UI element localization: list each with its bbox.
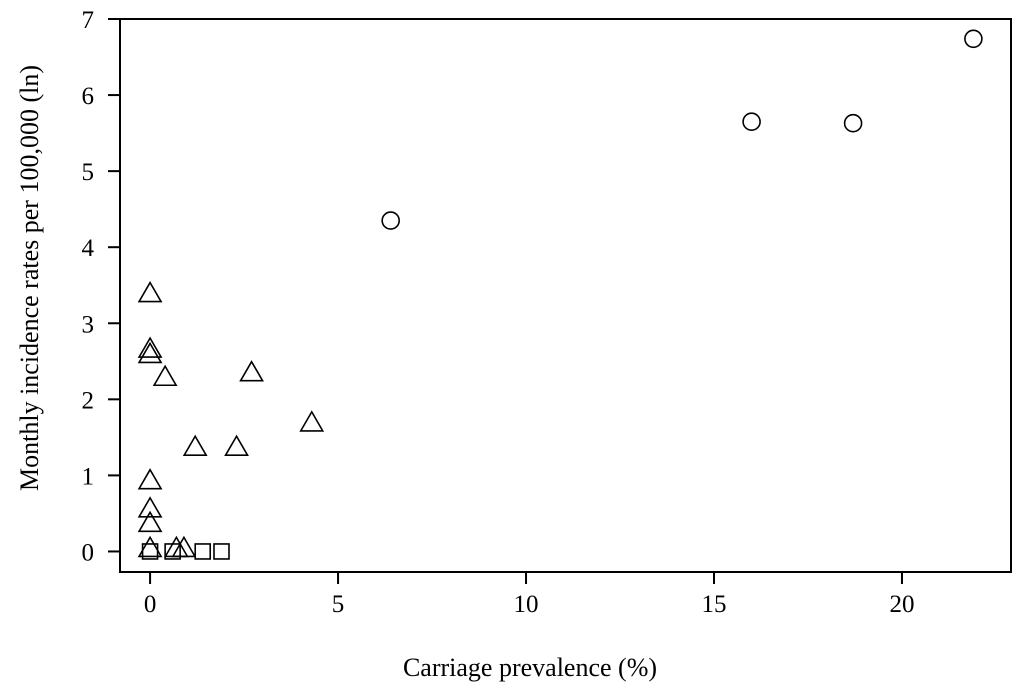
circle-point-2: [843, 113, 863, 133]
circle-point-0: [381, 211, 400, 230]
y-tick-label-7: 7: [82, 7, 95, 34]
triangle-point-0: [137, 280, 163, 303]
x-tick-label-0: 0: [144, 591, 157, 618]
triangle-point-11: [137, 535, 163, 558]
circle-point-3: [964, 29, 983, 49]
x-tick-label-3: 15: [702, 591, 727, 618]
y-tick-label-5: 5: [82, 159, 95, 186]
data-points: [137, 29, 983, 560]
triangle-point-7: [224, 434, 249, 457]
y-tick-label-3: 3: [82, 311, 95, 338]
x-tick-label-2: 10: [514, 591, 539, 618]
triangle-point-12: [164, 535, 189, 558]
y-tick-label-4: 4: [82, 235, 95, 262]
triangle-point-1: [137, 336, 163, 358]
y-axis: 0 1 2 3 4 5 6 7: [82, 7, 120, 566]
y-tick-label-0: 0: [82, 539, 95, 566]
triangle-point-8: [137, 468, 163, 490]
triangle-point-5: [299, 410, 325, 432]
circle-point-1: [742, 112, 761, 131]
y-tick-label-2: 2: [82, 387, 95, 414]
triangle-point-2: [137, 341, 163, 364]
x-axis: 0 5 10 15 20: [144, 572, 914, 618]
x-axis-title: Carriage prevalence (%): [403, 653, 657, 682]
square-point-0: [141, 543, 159, 560]
y-tick-label-6: 6: [82, 83, 95, 110]
triangle-point-4: [239, 360, 264, 382]
triangle-point-9: [137, 496, 163, 518]
x-tick-label-1: 5: [332, 591, 345, 618]
square-point-1: [164, 543, 181, 560]
triangle-point-13: [171, 535, 197, 558]
triangle-point-6: [182, 434, 208, 457]
plot-frame: [119, 18, 1012, 573]
y-axis-title: Monthly incidence rates per 100,000 (ln): [15, 65, 44, 491]
triangle-point-10: [137, 510, 163, 533]
triangle-point-3: [152, 364, 178, 387]
y-tick-label-1: 1: [82, 463, 95, 490]
x-tick-label-4: 20: [889, 591, 914, 618]
square-point-2: [194, 543, 212, 560]
square-point-3: [213, 543, 230, 560]
